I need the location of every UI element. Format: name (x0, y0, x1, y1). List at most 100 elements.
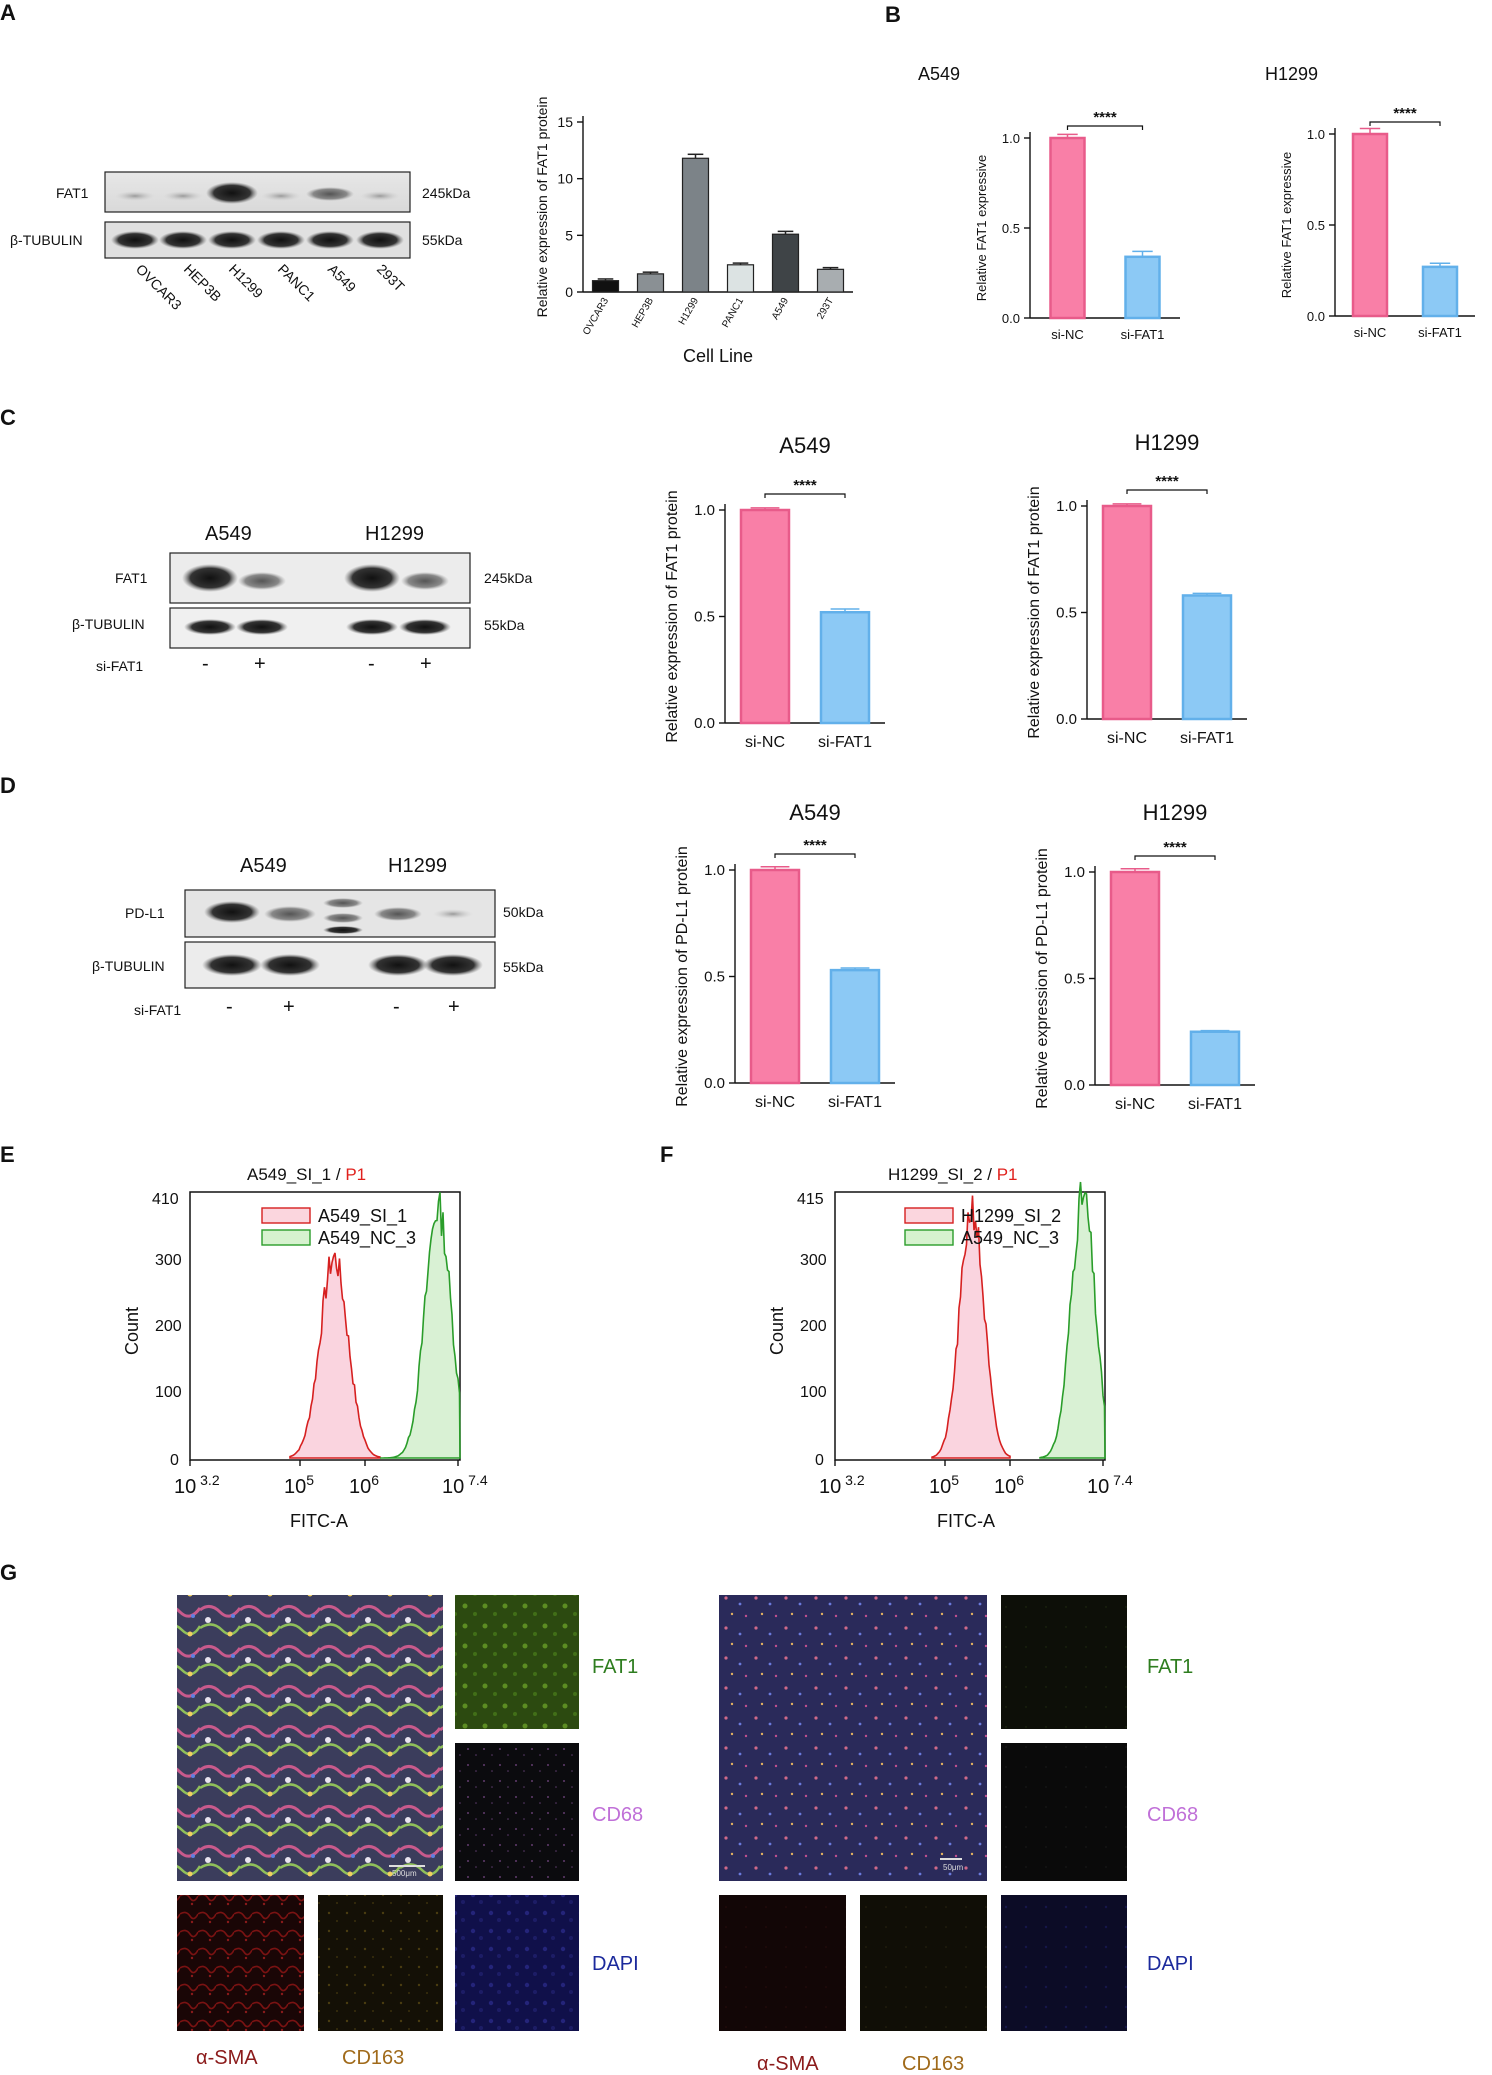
y-tick-label: 1.0 (704, 862, 725, 879)
x-tick-label: OVCAR3 (581, 296, 611, 337)
x-tick-label: si-FAT1 (1121, 327, 1165, 342)
x-tick-label: si-NC (1107, 730, 1147, 747)
blot-d-band (323, 898, 363, 908)
flow-e-title: A549_SI_1 / P1 (247, 1165, 366, 1184)
significance-stars: **** (793, 477, 817, 494)
blot-a-band (306, 231, 354, 249)
blot-c-sign: + (420, 653, 432, 675)
if-right-scale-label: 50μm (943, 1863, 964, 1872)
if-left-fat1-image (455, 1595, 579, 1729)
blot-a-size-245: 245kDa (422, 185, 470, 201)
y-axis-label: Relative expression of FAT1 protein (1026, 486, 1043, 738)
x-tick-label: si-NC (745, 734, 785, 751)
blot-a-lane-panc1: PANC1 (275, 261, 319, 305)
blot-d-row-tubulin: β-TUBULIN (92, 958, 165, 974)
if-left-cd68-image (455, 1743, 579, 1881)
y-tick-label: 0.0 (704, 1075, 725, 1092)
y-tick-label: 5 (565, 227, 573, 243)
blot-c-band (399, 619, 451, 635)
blot-c-band (182, 564, 238, 592)
blot-d-sign: - (226, 996, 233, 1018)
blot-a-size-55: 55kDa (422, 232, 463, 248)
flow-e-ymax: 410 (152, 1191, 179, 1208)
flow-f-ytick-0: 0 (815, 1452, 824, 1469)
if-right-label-fat1: FAT1 (1147, 1656, 1193, 1678)
significance-bracket (1134, 855, 1216, 860)
significance-bracket (774, 853, 856, 858)
y-axis-label: Relative expression of PD-L1 protein (1034, 848, 1051, 1109)
blot-d-band (204, 901, 260, 923)
x-tick-label: si-NC (1115, 1096, 1155, 1113)
panel-letter-b: B (885, 2, 901, 27)
blot-d-group-a549: A549 (240, 855, 287, 877)
blot-d-band (323, 913, 363, 923)
blot-a-lane-h1299: H1299 (226, 261, 267, 302)
chart-title: A549 (918, 64, 960, 84)
chart-c-a549: 0.0 0.5 1.0 Relative expression of FAT1 pro… (664, 433, 885, 751)
flow-f-xticks: 10 3.2 105 106 10 7.4 (819, 1460, 1133, 1498)
blot-d-band (433, 909, 473, 919)
blot-c-size-55: 55kDa (484, 617, 525, 633)
y-axis-label: Relative FAT1 expressive (974, 155, 989, 301)
bar (1049, 136, 1086, 320)
bar (749, 868, 801, 1085)
blot-a-band (360, 191, 400, 201)
y-tick-label: 15 (557, 114, 573, 130)
flow-e-legend-red-swatch (261, 1207, 311, 1224)
y-tick-label: 0.0 (1064, 1077, 1085, 1094)
flow-f-title-gate: P1 (997, 1165, 1018, 1184)
x-tick-label: si-NC (1051, 327, 1084, 342)
significance-stars: **** (803, 837, 827, 854)
y-tick-label: 0.5 (1064, 971, 1085, 988)
y-tick-label: 0 (565, 284, 573, 300)
blot-c-band (346, 619, 398, 635)
flow-f-legend-2: A549_NC_3 (961, 1228, 1059, 1249)
blot-c: A549 H1299 FAT1 β-TUBULIN 245kDa 55kDa s… (72, 523, 532, 675)
y-tick-label: 0.0 (1002, 311, 1020, 326)
if-right-label-asma: α-SMA (757, 2053, 819, 2075)
bar (1181, 594, 1233, 721)
flow-f-frame (834, 1191, 1106, 1461)
if-left-asma-image (177, 1895, 304, 2031)
if-left-label-fat1: FAT1 (592, 1656, 638, 1678)
if-right-label-cd163: CD163 (902, 2053, 964, 2075)
significance-bracket (1126, 489, 1208, 494)
bar (1124, 255, 1161, 320)
y-tick-label: 0.5 (694, 609, 715, 626)
panel-letter-c: C (0, 405, 16, 430)
flow-f-ytick-300: 300 (800, 1252, 827, 1269)
bar (739, 508, 791, 725)
flow-e-ytick-200: 200 (155, 1318, 182, 1335)
blot-a-lane-293t: 293T (374, 261, 408, 295)
flow-e-frame (189, 1191, 461, 1461)
blot-a-row-label-fat1: FAT1 (56, 185, 89, 201)
blot-a-band (208, 231, 256, 249)
x-tick-label: si-NC (1354, 325, 1387, 340)
blot-c-band (236, 619, 288, 635)
blot-c-group-a549: A549 (205, 523, 252, 545)
significance-stars: **** (1093, 109, 1117, 126)
blot-a-band (261, 191, 301, 201)
x-tick-label: si-FAT1 (1418, 325, 1462, 340)
flow-e-title-sep: / (331, 1165, 345, 1184)
chart-b-a549: 0.0 0.5 1.0 Relative FAT1 expressive A549 si-… (918, 64, 1180, 342)
flow-f-xlabel: FITC-A (937, 1511, 995, 1531)
blot-c-sign: - (368, 653, 375, 675)
panel-letter-f: F (660, 1142, 673, 1167)
x-tick-label: 10 3.2 (174, 1472, 220, 1498)
x-tick-label: 105 (284, 1472, 314, 1498)
flow-e-red-histogram (289, 1252, 381, 1459)
chart-title: A549 (779, 433, 830, 458)
x-tick-label: A549 (770, 296, 791, 322)
blot-d-sign: - (393, 996, 400, 1018)
if-left-label-cd163: CD163 (342, 2047, 404, 2069)
flow-f-green-histogram (1039, 1181, 1106, 1459)
blot-c-treatment-label: si-FAT1 (96, 658, 143, 674)
blot-d-treatment-label: si-FAT1 (134, 1002, 181, 1018)
blot-a-band (257, 231, 305, 249)
flow-e-title-gate: P1 (345, 1165, 366, 1184)
significance-bracket (764, 493, 846, 498)
flow-f-legend-red-swatch (904, 1207, 954, 1224)
scale-bar (389, 1865, 425, 1867)
